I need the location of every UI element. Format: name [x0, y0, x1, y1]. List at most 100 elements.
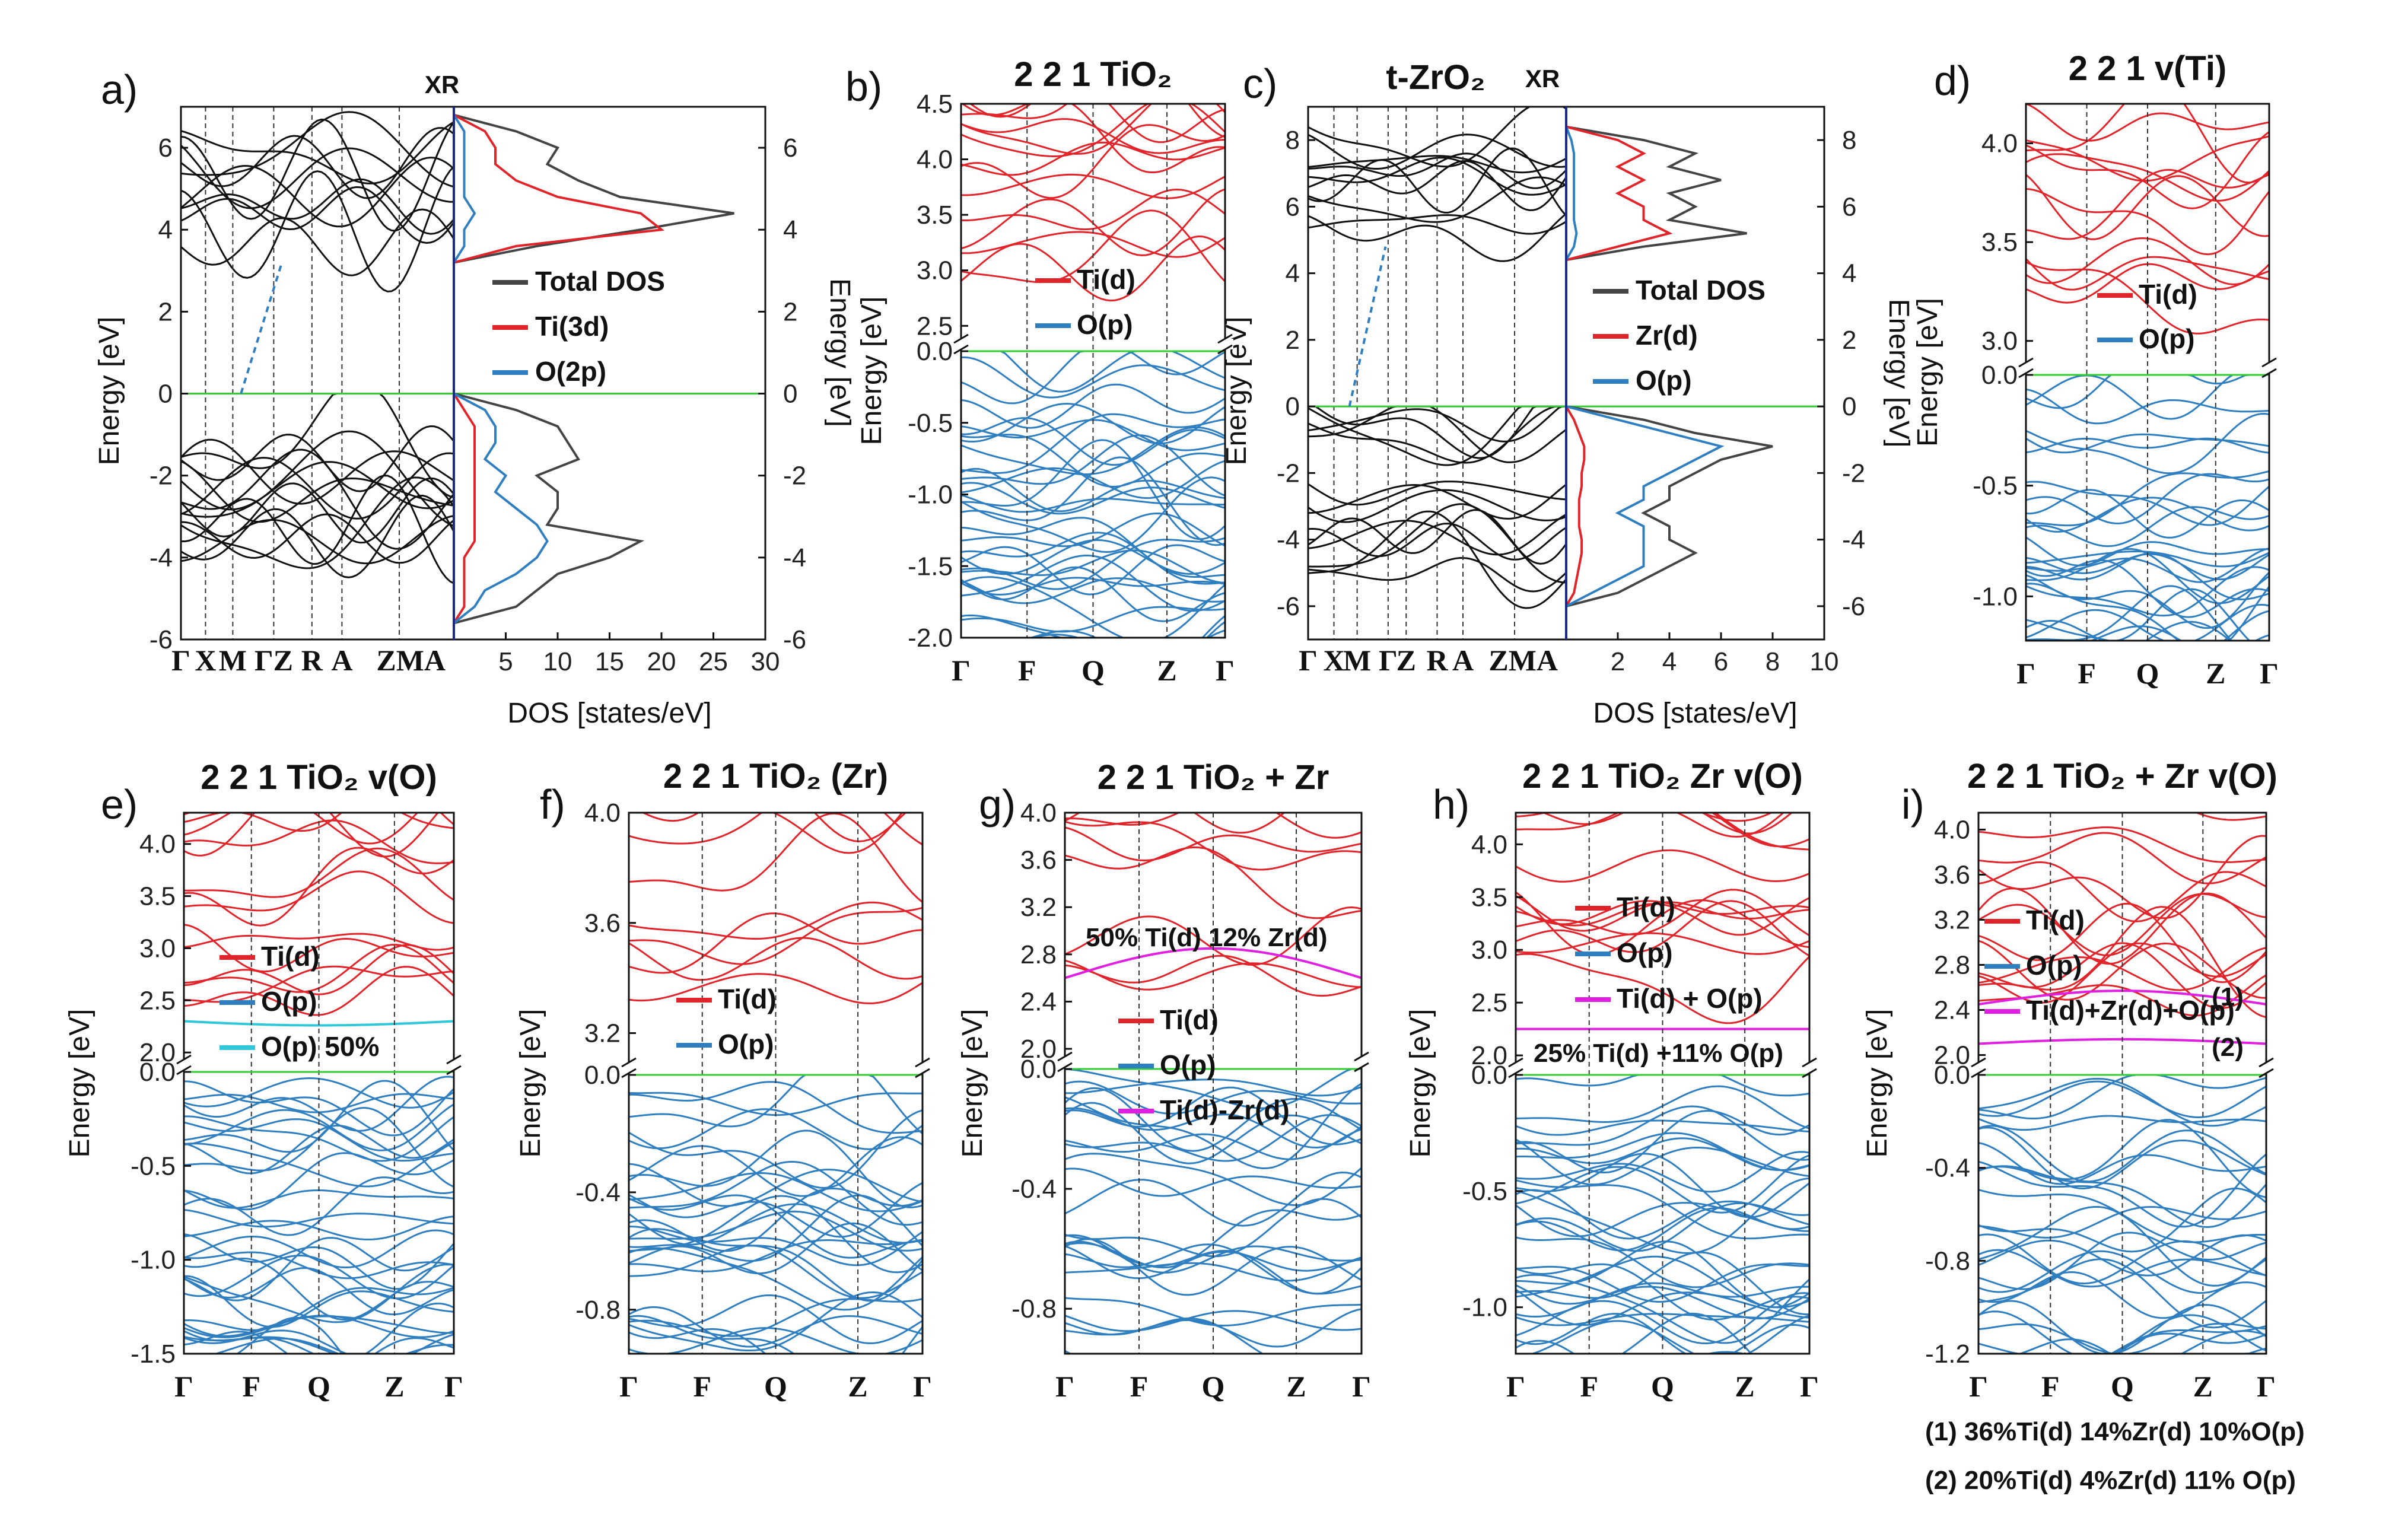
y-tick-label: 0.0: [1020, 1055, 1057, 1084]
conduction-band-line: [1713, 813, 1809, 851]
valence-band-line: [181, 515, 454, 565]
y-tick-label: 4.0: [917, 145, 953, 174]
valence-band-line: [1516, 1154, 1809, 1214]
y-tick-label: -0.8: [1011, 1294, 1057, 1323]
axis-break-mark: [621, 1068, 637, 1078]
panel-title: 2 2 1 TiO₂ Zr v(O): [1522, 757, 1803, 795]
valence-band-line: [1978, 1187, 2266, 1253]
valence-band-line: [1516, 1282, 1809, 1305]
valence-band-line: [961, 417, 1225, 466]
y-tick-label: -0.4: [1011, 1175, 1057, 1204]
legend-entry: Ti(3d): [535, 311, 609, 342]
valence-band-line: [1308, 405, 1566, 463]
valence-band-line: [184, 1302, 454, 1354]
legend-entry: O(p) 50%: [261, 1031, 379, 1062]
y-tick-label: 0.0: [139, 1058, 176, 1087]
kpoint-label: Γ: [1800, 1370, 1819, 1403]
valence-band-line: [181, 494, 454, 578]
valence-band-line: [1529, 1315, 1809, 1354]
valence-band-line: [1065, 1128, 1362, 1160]
legend: Ti(d) O(p) Ti(d)+Zr(d)+O(p): [1984, 905, 2235, 1026]
panel-e: 4.03.53.02.52.00.0-0.5-1.0-1.5Γ F Q Z ΓEnerg…: [64, 758, 463, 1403]
legend-entry: Ti(d)-Zr(d): [1160, 1094, 1290, 1125]
valence-band-line: [1065, 1167, 1362, 1197]
y-tick-label: 4.0: [1981, 129, 2018, 158]
axis-break-mark: [2261, 368, 2277, 378]
legend-entry: O(p): [1636, 365, 1692, 396]
valence-band-line: [181, 513, 454, 564]
bands-a: [181, 111, 454, 584]
axis-break-mark: [1217, 333, 1233, 344]
y-tick-label: 4: [1286, 259, 1300, 288]
y-tick-label: 8: [1286, 126, 1300, 155]
legend-entry: Ti(d): [1077, 264, 1135, 295]
kpoint-label: F: [1130, 1370, 1149, 1403]
conduction-band-line: [2026, 174, 2269, 240]
y-tick-label: 2.4: [1934, 996, 1970, 1025]
panel-letter: g): [979, 781, 1016, 828]
panel-title: 2 2 1 TiO₂ + Zr: [1098, 758, 1329, 797]
axis-break-gap: [1801, 1062, 1818, 1073]
y-tick-label: 3.0: [139, 934, 176, 963]
y-tick-label: 3.0: [1471, 935, 1507, 965]
y-tick-label-right: -2: [783, 462, 806, 491]
y-tick-label: 2.0: [1020, 1035, 1057, 1064]
y-tick-label: -6: [149, 625, 173, 654]
y-tick-label: 4: [158, 215, 173, 244]
dos-x-tick-label: 8: [1766, 647, 1780, 676]
axis-break-mark: [953, 333, 969, 344]
conduction-band-line: [1978, 906, 2266, 1019]
panel-title: t-ZrO₂: [1386, 58, 1485, 97]
legend-entry: Ti(d)+Zr(d)+O(p): [2026, 995, 2235, 1026]
conduction-band-line: [1065, 820, 1362, 871]
dos-axis-title: DOS [states/eV]: [1593, 698, 1797, 729]
y-tick-label: -4: [149, 543, 173, 572]
y-tick-label: 2.5: [1471, 988, 1507, 1017]
valence-band-line: [629, 1245, 923, 1299]
valence-band-line: [236, 1316, 343, 1354]
conduction-band-line: [181, 127, 454, 199]
axis-break-mark: [2018, 368, 2034, 378]
y-tick-label: -0.4: [1925, 1154, 1970, 1183]
valence-band-line: [184, 1287, 454, 1331]
valence-band-line: [2026, 603, 2269, 641]
axis-break-mark: [1802, 1057, 1817, 1068]
axis-break-mark: [621, 1057, 637, 1068]
axis-break-mark: [915, 1068, 930, 1078]
axis-break-mark: [1508, 1057, 1523, 1068]
panel-i: 4.03.63.22.82.42.00.0-0.4-0.8-1.2Γ F Q Z ΓEn…: [1862, 757, 2305, 1495]
kpoint-label: F: [1580, 1370, 1598, 1403]
valence-band-line: [181, 475, 454, 584]
valence-band-line: [2089, 625, 2183, 641]
axis-break-gap: [1217, 339, 1233, 349]
conduction-band-line: [1308, 152, 1566, 189]
y-tick-label: 3.5: [917, 201, 953, 230]
y-tick-label: -2: [1277, 459, 1300, 488]
valence-band-line: [181, 460, 454, 523]
axis-break-gap: [2018, 362, 2034, 373]
valence-band-line: [1516, 1179, 1809, 1240]
valence-band-line: [2026, 433, 2269, 454]
y-tick-label: -1.2: [1925, 1339, 1970, 1369]
valence-band-line: [961, 577, 1225, 604]
y-tick-label: 3.2: [584, 1019, 621, 1048]
axis-break-mark: [1508, 1068, 1523, 1078]
conduction-band-line: [629, 813, 923, 846]
y-tick-label: 3.0: [917, 256, 953, 285]
valence-band-line: [184, 1331, 454, 1354]
y-tick-label-right: -6: [783, 625, 806, 654]
kpoint-label: Q: [1202, 1370, 1225, 1403]
y-tick-label: 3.5: [1981, 228, 2018, 257]
plot-frame: [183, 812, 455, 1355]
valence-band-line: [961, 413, 1225, 475]
kpoint-label: Z: [1735, 1370, 1754, 1403]
y-axis-title: Energy [eV]: [64, 1009, 96, 1158]
conduction-band-line: [181, 178, 454, 235]
y-tick-label: 0.0: [584, 1061, 621, 1090]
legend-entry: O(p): [2026, 950, 2082, 981]
y-tick-label: 0: [158, 380, 173, 409]
panel-letter: e): [101, 781, 138, 828]
